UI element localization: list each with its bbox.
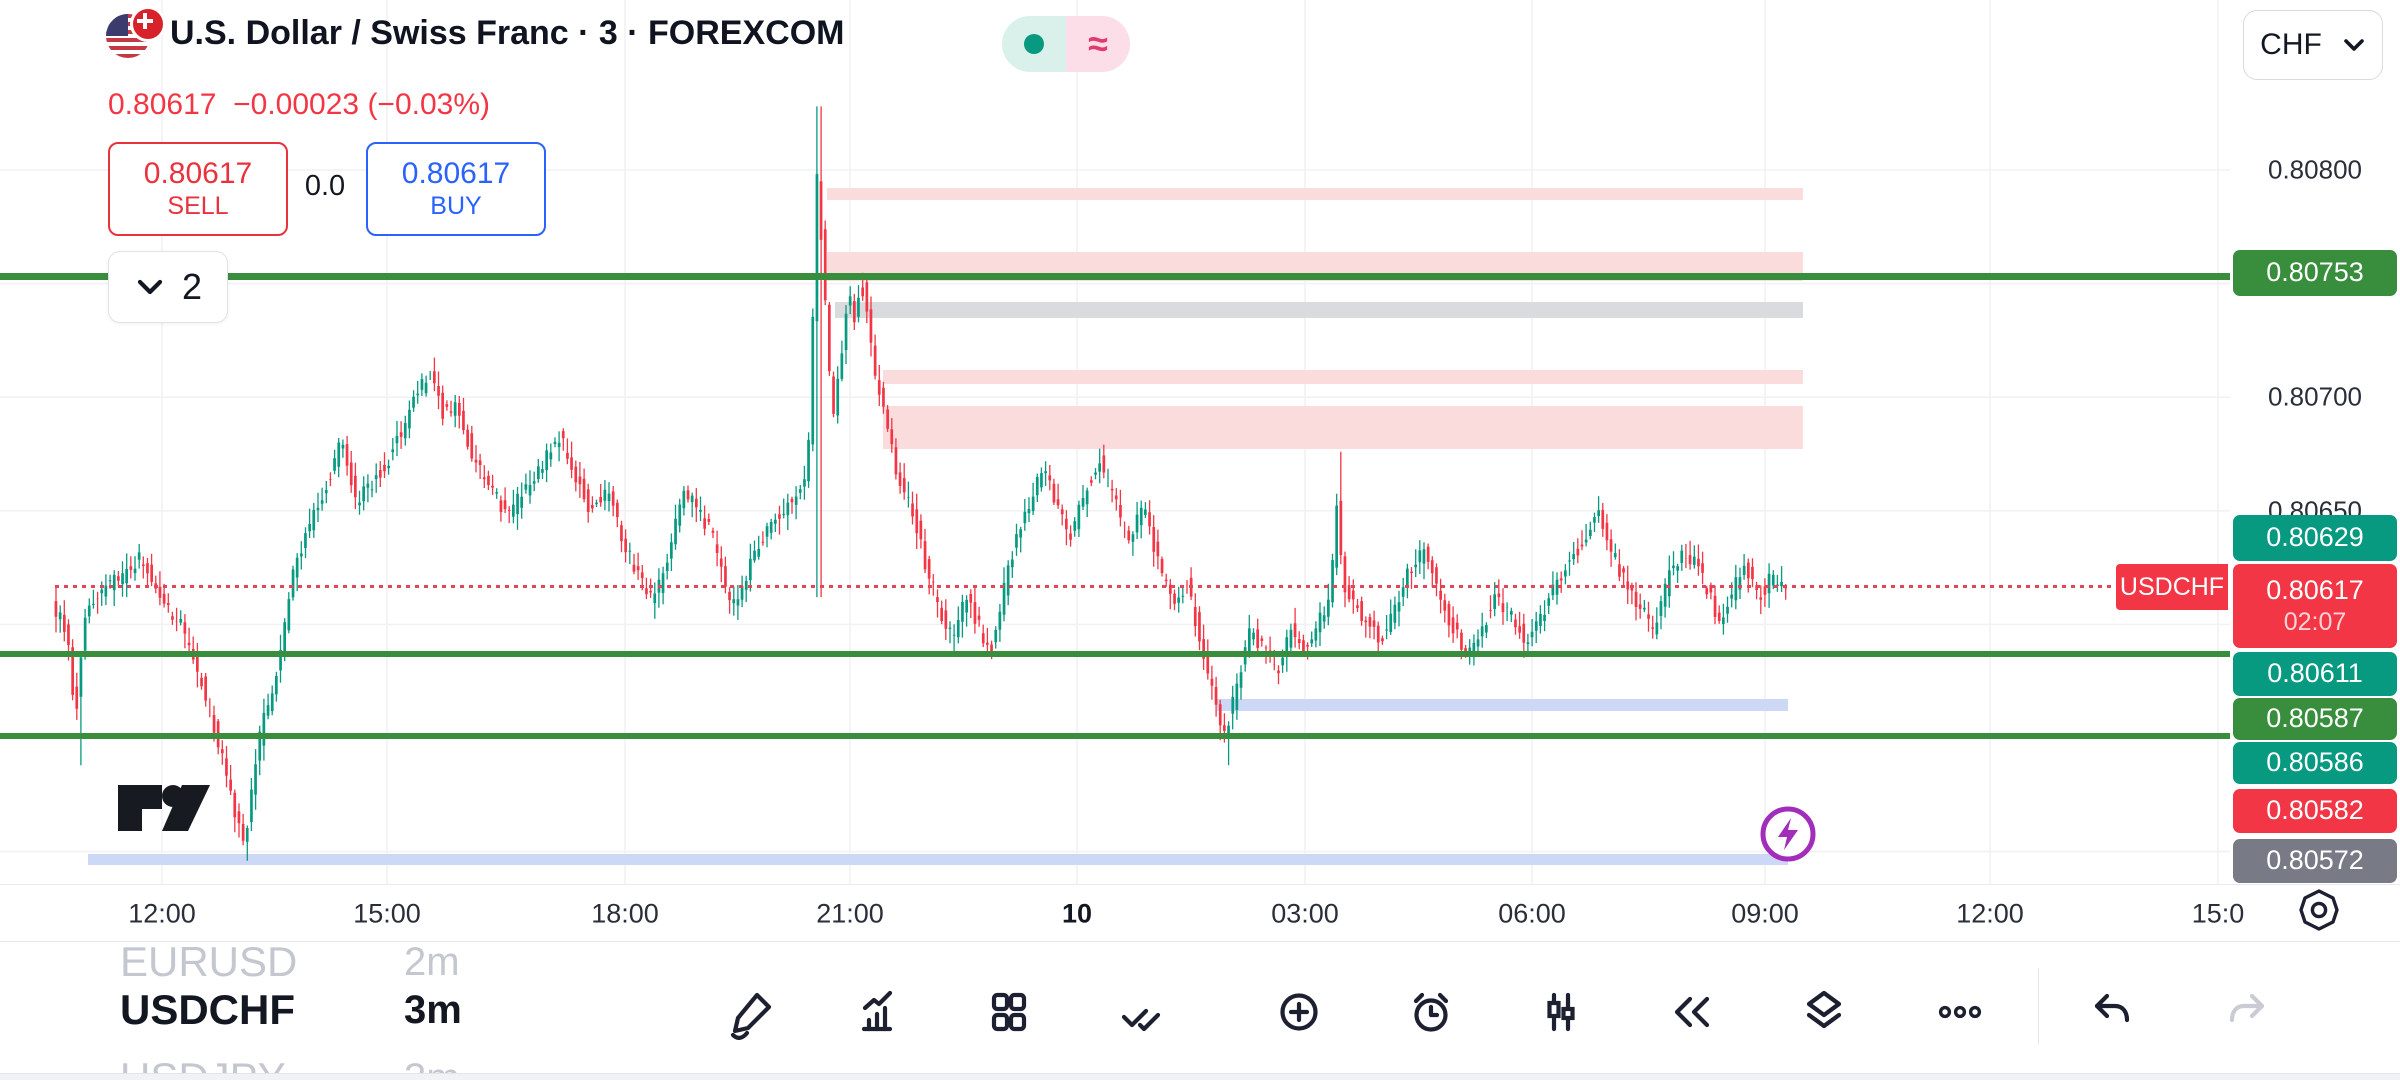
last-price-dotted-line (55, 585, 2230, 588)
approx-price-icon[interactable]: ≈ (1066, 16, 1130, 72)
redo-button[interactable] (2214, 980, 2278, 1044)
more-dots-icon (1938, 1005, 1982, 1019)
price-zone (883, 369, 1803, 384)
draw-pencil-button[interactable] (720, 980, 784, 1044)
time-label: 03:00 (1271, 898, 1339, 928)
alert-clock-icon (1413, 992, 1449, 1032)
time-label: 18:00 (591, 898, 659, 928)
add-circle-button[interactable] (1267, 980, 1331, 1044)
watchlist-row-eurusd[interactable]: EURUSD 2m (120, 938, 460, 986)
price-scale-label: 0.80800 (2268, 154, 2362, 185)
price-zone (88, 853, 1788, 866)
undo-icon (2094, 993, 2130, 1023)
watchlist-timeframe: 2m (404, 939, 460, 984)
spread-value: 0.0 (304, 170, 346, 202)
chevron-down-icon (2344, 39, 2364, 51)
indicators-icon (861, 990, 893, 1032)
price-zone (835, 301, 1803, 318)
tradingview-logo[interactable] (116, 783, 212, 835)
price-scale-label: 0.80700 (2268, 381, 2362, 412)
time-label: 10 (1061, 898, 1093, 928)
undo-button[interactable] (2081, 980, 2145, 1044)
currency-selector[interactable]: CHF (2243, 10, 2383, 80)
draw-pencil-icon (730, 992, 772, 1040)
lightning-bolt-icon[interactable] (1758, 804, 1818, 864)
alert-clock-button[interactable] (1399, 980, 1463, 1044)
bottom-toolbar-panel: EURUSD 2m USDCHF 3m USDJPY 3m (0, 938, 2400, 1080)
candlestick-series (54, 106, 1788, 861)
horizontal-line (0, 733, 2230, 739)
price-badge: 0.80753 (2233, 250, 2397, 296)
market-open-dot-icon[interactable] (1002, 16, 1066, 72)
chart-gridlines (0, 0, 2230, 884)
symbol-pair-flags-icon (106, 6, 178, 62)
more-dots-button[interactable] (1928, 980, 1992, 1044)
time-label: 15:0 (2191, 898, 2245, 928)
add-circle-icon (1280, 993, 1318, 1031)
candle-style-button[interactable] (1529, 980, 1593, 1044)
sell-button[interactable]: 0.80617 SELL (108, 142, 288, 236)
symbol-price-tag: USDCHF (2116, 564, 2228, 610)
watchlist-symbol: USDCHF (120, 986, 295, 1033)
price-zone (827, 251, 1803, 282)
watchlist-row-usdchf[interactable]: USDCHF 3m (120, 986, 462, 1034)
time-label: 12:00 (1956, 898, 2024, 928)
price-change-readout: 0.80617 −0.00023 (−0.03%) (108, 88, 491, 121)
double-check-button[interactable] (1109, 980, 1173, 1044)
layout-grid-icon (991, 992, 1027, 1032)
price-badge: 0.80582 (2233, 789, 2397, 833)
time-label: 09:00 (1731, 898, 1799, 928)
price-badge: 0.80629 (2233, 515, 2397, 561)
rewind-icon (1674, 996, 1710, 1028)
time-label: 21:00 (816, 898, 884, 928)
time-label: 12:00 (128, 898, 196, 928)
time-axis[interactable]: 12:00 15:00 18:00 21:00 10 03:00 06:00 09:00 12:… (0, 884, 2400, 942)
chevron-down-icon (137, 279, 163, 295)
time-label: 15:00 (353, 898, 421, 928)
layout-grid-button[interactable] (977, 980, 1041, 1044)
symbol-title[interactable]: U.S. Dollar / Swiss Franc · 3 · FOREXCOM (170, 14, 845, 52)
price-zone (1217, 699, 1788, 711)
horizontal-line (0, 273, 2230, 280)
rewind-button[interactable] (1659, 980, 1723, 1044)
redo-icon (2229, 993, 2265, 1023)
layers-icon (1806, 990, 1842, 1029)
swiss-flag-icon (130, 6, 166, 42)
price-badge: 0.80586 (2233, 742, 2397, 784)
drawings-count-dropdown[interactable]: 2 (108, 251, 228, 323)
buy-button[interactable]: 0.80617 BUY (366, 142, 546, 236)
price-badge: 0.80587 (2233, 698, 2397, 740)
price-badge: 0.80572 (2233, 839, 2397, 883)
toolbar-divider (2038, 968, 2039, 1044)
price-badge: 0.80617 02:07 (2233, 564, 2397, 648)
watchlist-symbol: EURUSD (120, 938, 298, 985)
candle-style-icon (1547, 992, 1575, 1032)
panel-bottom-strip (0, 1073, 2400, 1080)
layers-button[interactable] (1792, 980, 1856, 1044)
horizontal-line (0, 651, 2230, 657)
double-check-icon (1121, 1008, 1161, 1032)
time-label: 06:00 (1498, 898, 1566, 928)
price-zone (827, 188, 1803, 200)
indicators-button[interactable] (848, 980, 912, 1044)
market-status-pills[interactable]: ≈ (1002, 16, 1130, 72)
price-zone (883, 406, 1803, 450)
price-badge: 0.80611 (2233, 652, 2397, 696)
watchlist-timeframe: 3m (404, 987, 462, 1032)
axis-settings-gear-icon[interactable] (2296, 887, 2342, 933)
